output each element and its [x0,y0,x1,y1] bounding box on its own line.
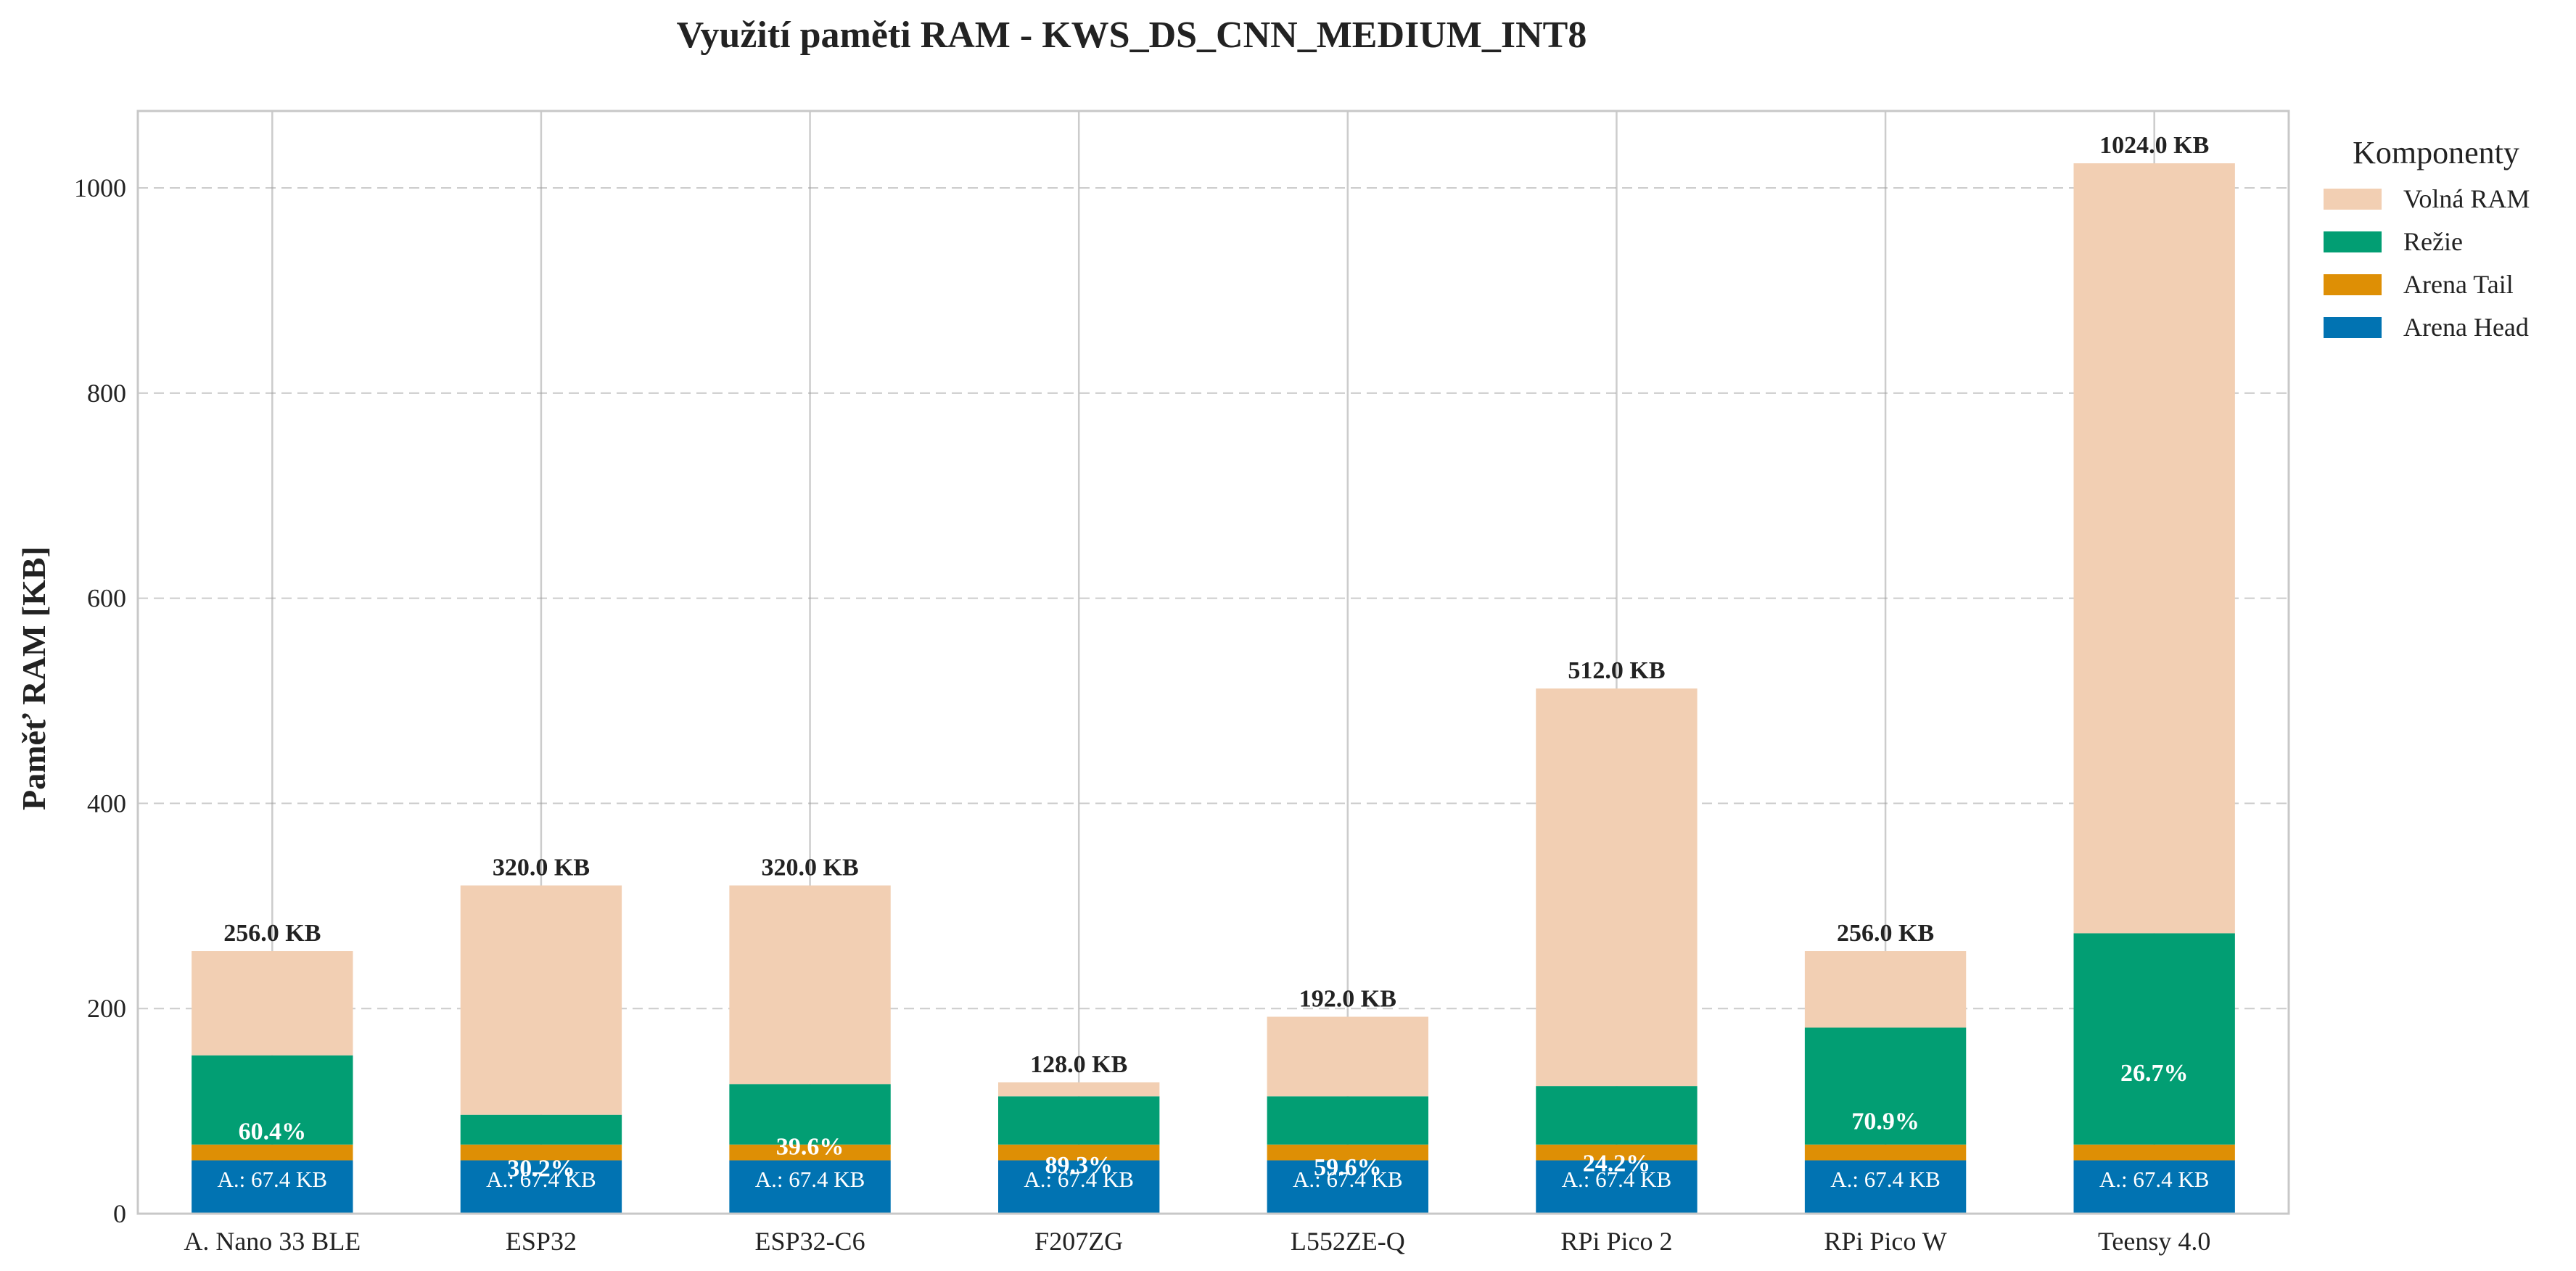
bar-segment [1804,1160,1967,1214]
total-label: 320.0 KB [493,855,590,881]
bar-segment [460,1114,622,1145]
bar-segment [1536,1160,1698,1214]
arena-label: A.: 67.4 KB [755,1167,865,1192]
bar-segment [1267,1160,1428,1214]
bar-segment [1536,1086,1698,1145]
total-label: 192.0 KB [1299,986,1396,1013]
y-tick-label: 0 [113,1199,126,1228]
bar-segment [998,1144,1160,1161]
percent-label: 24.2% [1583,1150,1651,1177]
bar-segment [729,885,891,1085]
bar-segment [998,1096,1160,1145]
bar-segment [1267,1144,1428,1161]
bar-segment [1804,1027,1967,1145]
bar-segment [1267,1096,1428,1145]
bar-segment [2073,933,2235,1145]
bar-segment [1536,688,1698,1087]
chart-title: Využití paměti RAM - KWS_DS_CNN_MEDIUM_I… [677,15,1587,56]
legend-swatch [2324,317,2382,338]
legend-swatch [2324,189,2382,210]
bar-segment [1536,1144,1698,1161]
bar-segment [998,1082,1160,1097]
y-tick-label: 400 [87,789,126,818]
x-tick-label: RPi Pico 2 [1560,1227,1672,1256]
bar-segment [729,1144,891,1161]
plot-frame [136,110,2290,1215]
bar-segment [998,1160,1160,1214]
legend-entry: Arena Tail [2403,270,2514,299]
total-label: 256.0 KB [223,920,321,947]
arena-label: A.: 67.4 KB [2099,1167,2210,1192]
arena-label: A.: 67.4 KB [1562,1167,1672,1192]
percent-label: 60.4% [239,1118,307,1145]
x-tick-label: A. Nano 33 BLE [184,1227,361,1256]
percent-label: 70.9% [1851,1108,1919,1135]
bar-segment [729,1160,891,1214]
bar-segment [2073,163,2235,934]
bar-segment [1804,1144,1967,1161]
total-label: 320.0 KB [762,855,859,881]
y-tick-label: 200 [87,994,126,1023]
arena-label: A.: 67.4 KB [1293,1167,1403,1192]
bar-segment [192,1055,353,1145]
percent-label: 39.6% [776,1134,844,1161]
legend-entry: Režie [2403,227,2463,256]
bar-segment [729,1084,891,1145]
bar-segment [460,1144,622,1161]
y-tick-label: 800 [87,379,126,408]
x-tick-label: Teensy 4.0 [2098,1227,2210,1256]
arena-label: A.: 67.4 KB [486,1167,596,1192]
legend-entry: Volná RAM [2403,184,2530,213]
percent-label: 26.7% [2120,1060,2189,1087]
total-label: 1024.0 KB [2099,132,2209,159]
legend-entry: Arena Head [2403,313,2529,342]
percent-label: 30.2% [507,1155,575,1182]
percent-label: 89.3% [1045,1152,1113,1179]
bars [192,163,2235,1214]
x-tick-label: F207ZG [1034,1227,1123,1256]
y-axis-label: Paměť RAM [KB] [15,546,52,810]
x-tick-label: RPi Pico W [1824,1227,1946,1256]
legend: Komponenty Volná RAM Režie Arena Tail Arena … [2324,135,2530,342]
bar-segment [1267,1016,1428,1097]
bar-segment [192,1160,353,1214]
x-tick-label: ESP32-C6 [755,1227,865,1256]
legend-swatch [2324,274,2382,295]
bar-segment [2073,1144,2235,1161]
legend-swatch [2324,231,2382,252]
x-tick-label: ESP32 [506,1227,577,1256]
bar-segment [460,1160,622,1214]
arena-label: A.: 67.4 KB [1830,1167,1941,1192]
bar-segment [1804,951,1967,1028]
axes: A. Nano 33 BLE ESP32 ESP32-C6 F207ZG L552ZE-… [74,110,2290,1256]
arena-label: A.: 67.4 KB [1024,1167,1134,1192]
percent-label: 59.6% [1314,1154,1382,1181]
total-label: 128.0 KB [1030,1051,1127,1078]
bar-segment [192,1144,353,1161]
bar-segment [460,885,622,1115]
y-tick-label: 1000 [74,173,126,202]
bar-segment [2073,1160,2235,1214]
arena-label: A.: 67.4 KB [218,1167,328,1192]
y-tick-label: 600 [87,584,126,613]
total-label: 256.0 KB [1837,920,1934,947]
x-tick-label: L552ZE-Q [1291,1227,1405,1256]
bar-segment [192,951,353,1056]
legend-title: Komponenty [2353,135,2519,170]
total-label: 512.0 KB [1568,657,1665,684]
